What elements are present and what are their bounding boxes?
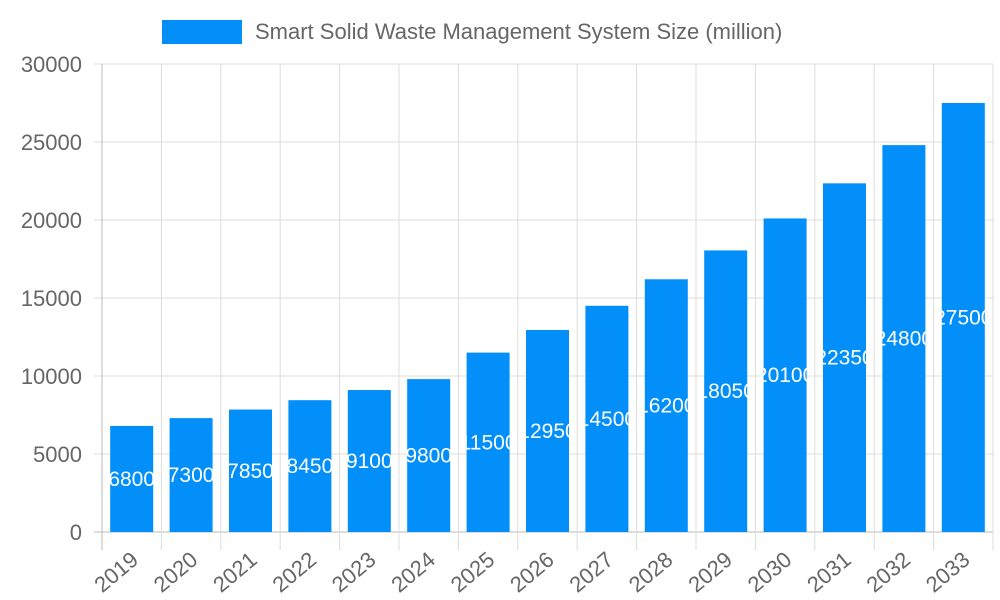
data-label-2019: 6800	[108, 468, 155, 491]
legend[interactable]: Smart Solid Waste Management System Size…	[162, 19, 782, 44]
data-label-2030: 20100	[756, 364, 814, 387]
bar-2030	[763, 218, 807, 532]
y-tick-label: 20000	[21, 208, 82, 233]
x-tick-label-2024: 2024	[386, 547, 440, 598]
data-label-2029: 18050	[696, 380, 754, 403]
x-tick-label-2032: 2032	[862, 547, 916, 598]
x-tick-label-2022: 2022	[268, 547, 322, 598]
y-tick-label: 10000	[21, 364, 82, 389]
y-tick-label: 15000	[21, 286, 82, 311]
y-tick-label: 25000	[21, 130, 82, 155]
bar-2027	[585, 305, 629, 532]
data-label-2020: 7300	[168, 464, 215, 487]
x-tick-label-2031: 2031	[802, 547, 856, 598]
bars	[110, 103, 985, 533]
data-label-2021: 7850	[227, 460, 274, 483]
bar-2026	[526, 329, 569, 532]
bar-2028	[644, 279, 688, 532]
bar-2021	[229, 409, 272, 532]
x-tick-label-2028: 2028	[624, 547, 678, 598]
legend-label: Smart Solid Waste Management System Size…	[255, 19, 782, 44]
x-tick-label-2019: 2019	[89, 547, 143, 598]
data-label-2027: 14500	[578, 408, 636, 431]
data-label-2032: 24800	[875, 328, 933, 351]
bar-2020	[169, 418, 213, 532]
bar-2032	[882, 145, 926, 532]
data-label-2022: 8450	[287, 455, 334, 478]
y-tick-label: 5000	[33, 442, 82, 467]
x-axis: 2019 2020 2021 2022 2023 2024 2025 2026 2027 2028…	[89, 547, 974, 598]
x-tick-label-2023: 2023	[327, 547, 381, 598]
data-label-2031: 22350	[815, 347, 873, 370]
x-tick-label-2020: 2020	[149, 547, 203, 598]
data-label-2028: 16200	[637, 395, 695, 418]
bar-2033	[941, 103, 985, 532]
data-label-2023: 9100	[346, 450, 393, 473]
gridlines	[94, 63, 994, 550]
legend-swatch	[162, 20, 242, 44]
bar-2019	[110, 425, 154, 532]
bar-2024	[407, 379, 451, 532]
data-label-2033: 27500	[934, 307, 992, 330]
y-axis: 0 5000 10000 15000 20000 25000 30000	[21, 52, 82, 545]
x-tick-label-2027: 2027	[565, 547, 619, 598]
x-tick-label-2025: 2025	[446, 547, 500, 598]
data-label-2025: 11500	[460, 431, 517, 454]
x-tick-label-2026: 2026	[505, 547, 559, 598]
x-tick-label-2033: 2033	[921, 547, 975, 598]
x-tick-label-2021: 2021	[208, 547, 262, 598]
x-tick-label-2029: 2029	[683, 547, 737, 598]
data-label-2024: 9800	[405, 445, 452, 468]
bar-2031	[823, 183, 866, 532]
data-label-2026: 12950	[518, 420, 576, 443]
bar-2029	[704, 250, 748, 533]
bar-2022	[288, 400, 332, 532]
bar-2025	[466, 352, 510, 532]
y-tick-label: 30000	[21, 52, 82, 77]
y-tick-label: 0	[70, 520, 82, 545]
bar-2023	[347, 390, 391, 532]
x-tick-label-2030: 2030	[743, 547, 797, 598]
